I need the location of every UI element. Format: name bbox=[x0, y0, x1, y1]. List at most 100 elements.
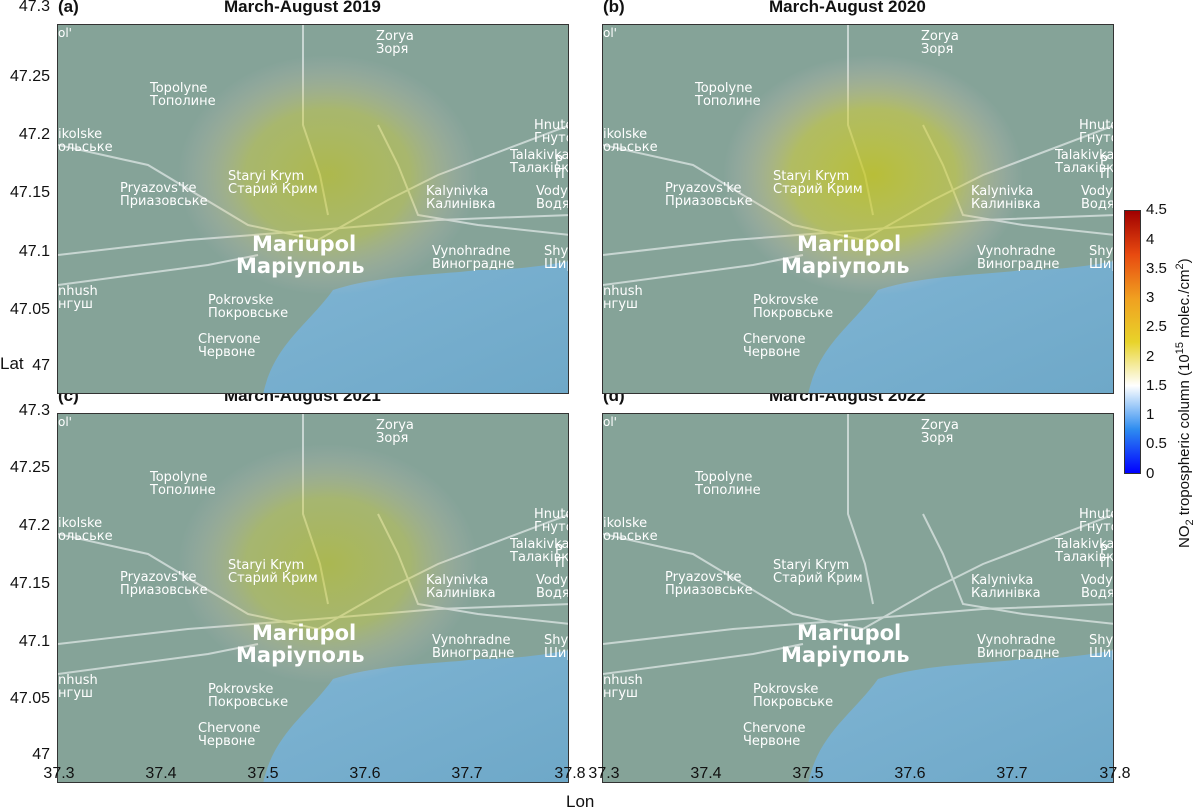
map-panel-c: Zorya Зоря Topolyne Тополине ikolske ольське H… bbox=[57, 413, 569, 783]
panel-label: (b) bbox=[603, 0, 625, 16]
y-tick-label: 47 bbox=[32, 357, 50, 374]
place-label: nhush bbox=[603, 673, 643, 688]
no2-plume bbox=[178, 55, 478, 295]
place-label: Vynohradne bbox=[432, 633, 510, 648]
no2-plume bbox=[723, 444, 1023, 684]
place-label: Hnutove bbox=[1079, 118, 1114, 133]
map-panel-a: Zorya Зоря Topolyne Тополине ikolske ольське H… bbox=[57, 24, 569, 394]
place-label: Приазовське bbox=[120, 583, 208, 598]
place-label: Зоря bbox=[921, 431, 953, 446]
y-tick-label: 47 bbox=[32, 746, 50, 763]
place-label: Червоне bbox=[743, 345, 800, 360]
place-label: Гнутове bbox=[1079, 131, 1114, 146]
y-tick-label: 47.2 bbox=[18, 517, 50, 534]
place-label: Kalynivka bbox=[426, 184, 488, 199]
place-label: nhush bbox=[58, 673, 98, 688]
x-axis-label: Lon bbox=[566, 792, 595, 811]
city-label-mariupol: Mariupol bbox=[797, 232, 901, 256]
place-label: P bbox=[1100, 154, 1108, 169]
place-label: Kalynivka bbox=[971, 184, 1033, 199]
city-label-mariupol: Маріуполь bbox=[236, 643, 365, 667]
y-tick-label: 47.05 bbox=[9, 690, 50, 707]
place-label: nhush bbox=[603, 284, 643, 299]
y-tick-label: 47.1 bbox=[18, 243, 50, 260]
place-label: П bbox=[555, 167, 565, 182]
place-label: Staryi Krym bbox=[773, 558, 849, 573]
colorbar-label: NO2 tropospheric column (1015 molec./cm2… bbox=[1174, 258, 1196, 548]
colorbar-tick-label: 1.5 bbox=[1146, 377, 1167, 394]
place-label: Червоне bbox=[198, 734, 255, 749]
place-label: Шир bbox=[544, 646, 569, 661]
place-label: Pokrovske bbox=[208, 682, 273, 697]
place-label: ольське bbox=[603, 529, 658, 544]
place-label: Старий Крим bbox=[228, 182, 318, 197]
place-label: Hnutove bbox=[534, 118, 569, 133]
x-tick-label: 37.3 bbox=[588, 765, 620, 782]
x-tick-label: 37.3 bbox=[43, 765, 75, 782]
place-label: Гнутове bbox=[1079, 520, 1114, 535]
place-label: Покровське bbox=[753, 306, 833, 321]
place-label: Покровське bbox=[208, 306, 288, 321]
y-tick-label: 47.1 bbox=[18, 633, 50, 650]
place-label: Виноградне bbox=[432, 257, 514, 272]
city-label-mariupol: Маріуполь bbox=[236, 254, 365, 278]
panel-title-text: March-August 2020 bbox=[769, 0, 926, 16]
place-label: Zorya bbox=[921, 29, 959, 44]
place-label: нгуш bbox=[58, 686, 93, 701]
place-label: Shy bbox=[544, 633, 568, 648]
city-label-mariupol: Маріуполь bbox=[781, 254, 910, 278]
x-tick-label: 37.6 bbox=[349, 765, 381, 782]
place-label: Pryazovs'ke bbox=[665, 181, 742, 196]
place-label: П bbox=[1100, 556, 1110, 571]
place-label: Старий Крим bbox=[773, 182, 863, 197]
place-label: Талаківка bbox=[509, 161, 569, 176]
place-label: Водян bbox=[1081, 586, 1114, 601]
y-tick-label: 47.2 bbox=[18, 126, 50, 143]
colorbar-tick-label: 4 bbox=[1146, 231, 1155, 248]
place-label: Старий Крим bbox=[228, 571, 318, 586]
place-label: Hnutove bbox=[1079, 507, 1114, 522]
colorbar-gradient bbox=[1125, 211, 1140, 473]
place-label: Pryazovs'ke bbox=[120, 181, 197, 196]
x-tick-label: 37.8 bbox=[554, 765, 586, 782]
colorbar-tick-label: 1 bbox=[1146, 406, 1155, 423]
y-tick-label: 47.15 bbox=[9, 184, 50, 201]
map-panel-b: Zorya Зоря Topolyne Тополине ikolske ольське H… bbox=[602, 24, 1114, 394]
place-label: ol' bbox=[603, 415, 617, 429]
city-label-mariupol: Mariupol bbox=[252, 621, 356, 645]
place-label: P bbox=[555, 154, 563, 169]
place-label: нгуш bbox=[603, 686, 638, 701]
place-label: Зоря bbox=[376, 431, 408, 446]
place-label: Покровське bbox=[208, 695, 288, 710]
place-label: Шир bbox=[544, 257, 569, 272]
place-label: Виноградне bbox=[977, 646, 1059, 661]
colorbar-tick-label: 2.5 bbox=[1146, 318, 1167, 335]
place-label: Тополине bbox=[694, 483, 761, 498]
colorbar bbox=[1124, 210, 1141, 474]
x-tick-label: 37.4 bbox=[145, 765, 177, 782]
colorbar-tick-label: 3.5 bbox=[1146, 260, 1167, 277]
x-tick-label: 37.4 bbox=[690, 765, 722, 782]
colorbar-tick-label: 2 bbox=[1146, 348, 1155, 365]
colorbar-tick-label: 0.5 bbox=[1146, 435, 1167, 452]
place-label: Vynohradne bbox=[977, 244, 1055, 259]
panel-label: (a) bbox=[58, 0, 79, 16]
place-label: Shy bbox=[1089, 633, 1113, 648]
place-label: Шир bbox=[1089, 646, 1114, 661]
place-label: П bbox=[555, 556, 565, 571]
place-label: Vodya bbox=[1081, 184, 1114, 199]
place-label: Тополине bbox=[149, 94, 216, 109]
place-label: Chervone bbox=[198, 332, 261, 347]
y-tick-label: 47.25 bbox=[9, 459, 50, 476]
place-label: Виноградне bbox=[432, 646, 514, 661]
y-tick-label: 47.15 bbox=[9, 575, 50, 592]
place-label: Pokrovske bbox=[753, 682, 818, 697]
place-label: П bbox=[1100, 167, 1110, 182]
colorbar-tick-label: 4.5 bbox=[1146, 201, 1167, 218]
place-label: Shy bbox=[544, 244, 568, 259]
place-label: Калинівка bbox=[971, 197, 1041, 212]
place-label: Гнутове bbox=[534, 520, 569, 535]
